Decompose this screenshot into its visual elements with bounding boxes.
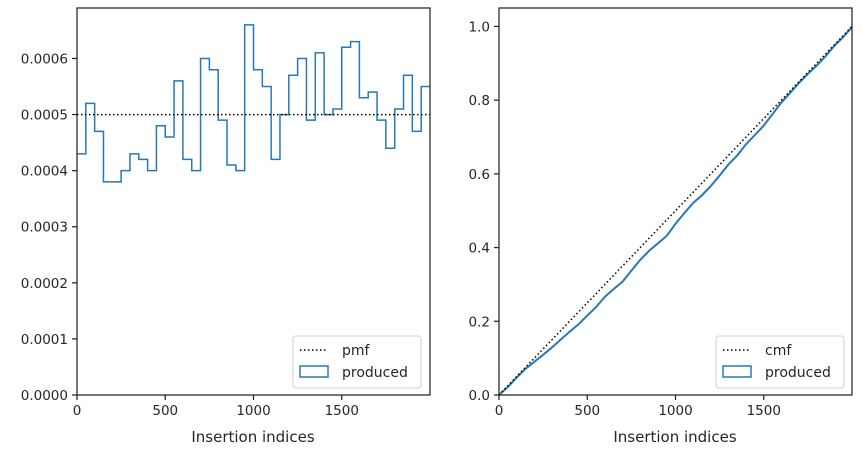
pmf-panel: 0 500 1000 1500 0.0000 0.0001 0.0002 0.0003 0.00… — [21, 7, 431, 446]
pmf-legend-box — [292, 335, 422, 389]
pmf-x-tick-label: 0 — [73, 403, 82, 419]
pmf-series-produced — [77, 24, 430, 183]
cmf-plot-area — [499, 25, 852, 395]
pmf-plot-area — [77, 24, 430, 183]
pmf-legend: pmf produced — [292, 335, 422, 389]
cmf-x-tick-label: 1000 — [658, 403, 692, 419]
cmf-y-tick-label: 0.6 — [469, 167, 490, 183]
cmf-axes: 0 500 1000 1500 0.0 0.2 0.4 0.6 0.8 1.0 — [469, 7, 853, 419]
cmf-series-cmf — [499, 25, 852, 395]
pmf-y-tick-label: 0.0000 — [21, 388, 68, 404]
cmf-legend-label-produced: produced — [765, 365, 831, 381]
cmf-x-tick-label: 1500 — [747, 403, 781, 419]
cmf-y-tick-label: 0.2 — [469, 314, 490, 330]
pmf-y-tick-label: 0.0006 — [21, 51, 68, 67]
pmf-y-tick-label: 0.0004 — [21, 164, 68, 180]
pmf-y-tick-label: 0.0002 — [21, 276, 68, 292]
cmf-legend-box — [715, 335, 845, 389]
pmf-x-tick-label: 1500 — [325, 403, 359, 419]
pmf-y-tick-label: 0.0001 — [21, 332, 68, 348]
cmf-x-tick-label: 500 — [574, 403, 600, 419]
cmf-legend-patch-swatch — [722, 365, 752, 378]
pmf-legend-label-pmf: pmf — [342, 343, 371, 359]
pmf-y-tick-label: 0.0003 — [21, 220, 68, 236]
cmf-x-tick-label: 0 — [495, 403, 504, 419]
cmf-x-axis-label: Insertion indices — [613, 428, 736, 446]
cmf-series-produced — [499, 26, 852, 395]
pmf-legend-patch-swatch — [299, 365, 329, 378]
pmf-x-tick-label: 500 — [152, 403, 178, 419]
cmf-y-tick-label: 0.0 — [469, 388, 490, 404]
cmf-panel: 0 500 1000 1500 0.0 0.2 0.4 0.6 0.8 1.0 Insertion… — [469, 7, 853, 446]
pmf-legend-label-produced: produced — [342, 365, 408, 381]
cmf-legend: cmf produced — [715, 335, 845, 389]
cmf-y-tick-label: 0.4 — [469, 241, 490, 257]
cmf-y-tick-label: 1.0 — [469, 19, 490, 35]
pmf-y-tick-label: 0.0005 — [21, 108, 68, 124]
cmf-y-tick-label: 0.8 — [469, 93, 490, 109]
cmf-legend-label-cmf: cmf — [765, 343, 792, 359]
pmf-x-tick-label: 1000 — [236, 403, 270, 419]
pmf-axes: 0 500 1000 1500 0.0000 0.0001 0.0002 0.0003 0.00… — [21, 7, 431, 419]
pmf-x-axis-label: Insertion indices — [191, 428, 314, 446]
